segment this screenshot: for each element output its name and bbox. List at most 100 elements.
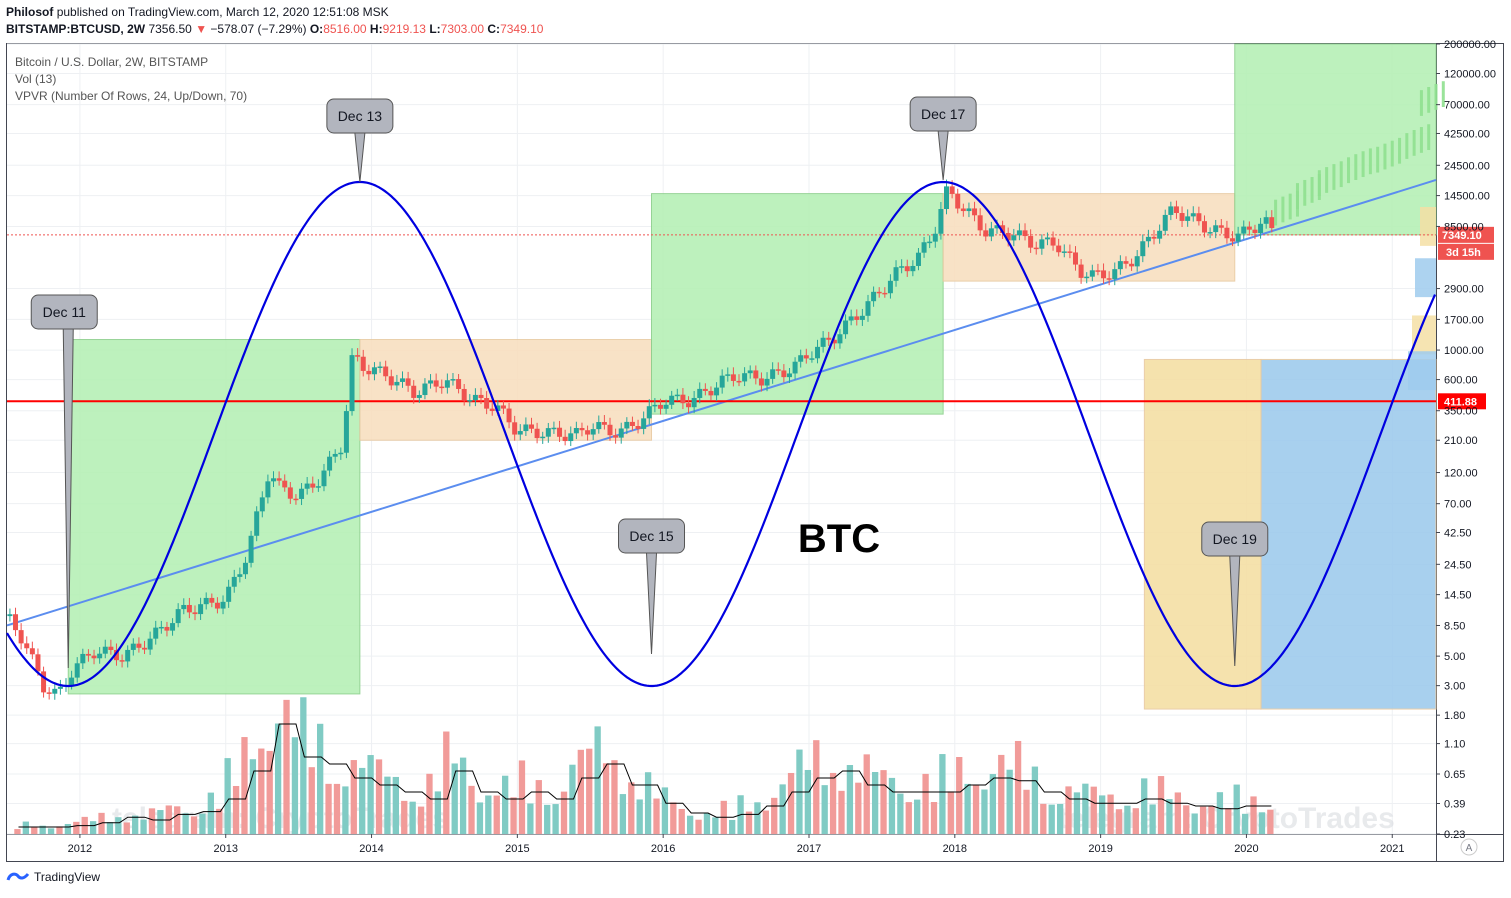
legend-volume[interactable]: Vol (13) [15,72,57,86]
y-tick-label: 70000.00 [1444,100,1490,112]
volume-bar [762,810,769,834]
candle-down [1173,206,1179,214]
candle-up [523,424,529,432]
y-tick-label: 14.50 [1444,590,1472,602]
volume-bar [628,782,635,834]
legend-vpvr[interactable]: VPVR (Number Of Rows, 24, Up/Down, 70) [15,89,248,103]
candle-up [820,337,826,347]
candle-up [540,436,546,439]
time-axis[interactable]: 2012 2013 2014 2015 2016 2017 2018 2019 2020 2021 [68,834,1405,855]
candle-up [641,418,647,429]
vpvr-row [1408,351,1436,391]
candle-down [1033,247,1039,250]
callout-pointer [645,552,658,655]
y-tick-label: 70.00 [1444,499,1472,511]
candle-up [1168,206,1174,215]
candle-up [299,488,305,499]
candle-up [899,266,905,268]
volume-bar [1048,804,1055,834]
candle-up [837,334,843,344]
trendline-segment[interactable] [6,179,1437,627]
candle-down [753,370,759,379]
countdown-bg [1438,243,1494,260]
volume-bar [779,784,786,834]
volume-bar [661,787,669,834]
author-name[interactable]: Philosof [6,5,54,19]
candle-up [467,400,473,402]
candle-down [119,660,125,662]
volume-bar [1141,778,1148,834]
y-tick-label: 3.00 [1444,681,1465,693]
projection-candle [1310,177,1314,203]
volume-bar [443,731,450,834]
volume-bar [846,765,854,834]
horizontal-line[interactable]: 411.88 7349.10 3d 15h [7,226,1494,410]
volume-bar [1183,805,1190,834]
publish-date: published on TradingView.com, March 12, … [56,5,389,19]
candle-up [915,252,921,266]
candle-up [966,208,972,212]
projection-candle [1339,161,1343,188]
candle-up [551,427,557,430]
volume-bar [476,802,484,834]
volume-bar [905,802,912,834]
candle-down [1095,270,1101,272]
y-tick-label: 0.39 [1444,798,1465,810]
candle-up [265,481,271,498]
auto-scale-button[interactable]: A [1460,838,1478,856]
trendline[interactable] [6,179,1437,627]
candle-down [18,630,24,644]
volume-bar [249,759,257,834]
callout-dec-15[interactable]: Dec 15 [618,518,686,655]
projection-candle [1419,127,1423,153]
volume-bar [703,813,711,834]
cycle-curve[interactable] [6,180,1437,688]
candle-up [859,315,865,320]
sine-wave[interactable] [6,180,1437,688]
box-bull-2016 [651,193,944,415]
candle-up [590,429,596,435]
y-tick-label: 14500.00 [1444,191,1490,203]
candle-down [1078,264,1084,278]
x-tick-label: 2016 [651,843,675,855]
candle-down [803,355,809,359]
footer-brand[interactable]: TradingView [6,870,100,884]
candle-up [725,374,731,376]
candle-down [405,378,411,386]
legend-title[interactable]: Bitcoin / U.S. Dollar, 2W, BITSTAMP [15,55,209,69]
volume-bar [342,786,349,834]
callout-box [909,96,977,132]
volume-bar [300,697,307,834]
volume-bar [182,813,189,834]
volume-bar [897,793,904,834]
callouts[interactable]: Dec 11 Dec 13 Dec 15 Dec 17 Dec 19 [30,96,1269,669]
callout-dec-11[interactable]: Dec 11 [30,294,98,669]
y-tick-label: 200000.00 [1444,39,1496,51]
candle-down [781,370,787,378]
volume-bar [686,815,694,834]
candle-up [798,355,804,362]
callout-dec-13[interactable]: Dec 13 [326,98,394,183]
candle-down [1201,221,1207,233]
box-bear-2018 [942,193,1236,282]
y-tick-label: 1.10 [1444,739,1465,751]
volume-bar [888,777,896,834]
volume-bar [317,723,324,834]
price-axis[interactable]: 200000.00 120000.00 70000.00 42500.00 24500.… [1436,39,1496,841]
candle-up [674,394,680,397]
candle-down [775,369,781,371]
candle-up [921,242,927,253]
candle-down [1072,252,1078,265]
callout-dec-17[interactable]: Dec 17 [909,96,977,181]
volume-bar [291,737,299,834]
candle-up [254,511,260,536]
candle-down [1000,225,1006,233]
callout-dec-19[interactable]: Dec 19 [1201,521,1269,667]
candle-up [450,379,456,381]
x-tick-label: 2017 [797,843,821,855]
volume-bar [392,776,399,834]
candle-up [1011,235,1017,241]
volume-bar [1208,806,1215,834]
volume-bar [678,808,685,834]
